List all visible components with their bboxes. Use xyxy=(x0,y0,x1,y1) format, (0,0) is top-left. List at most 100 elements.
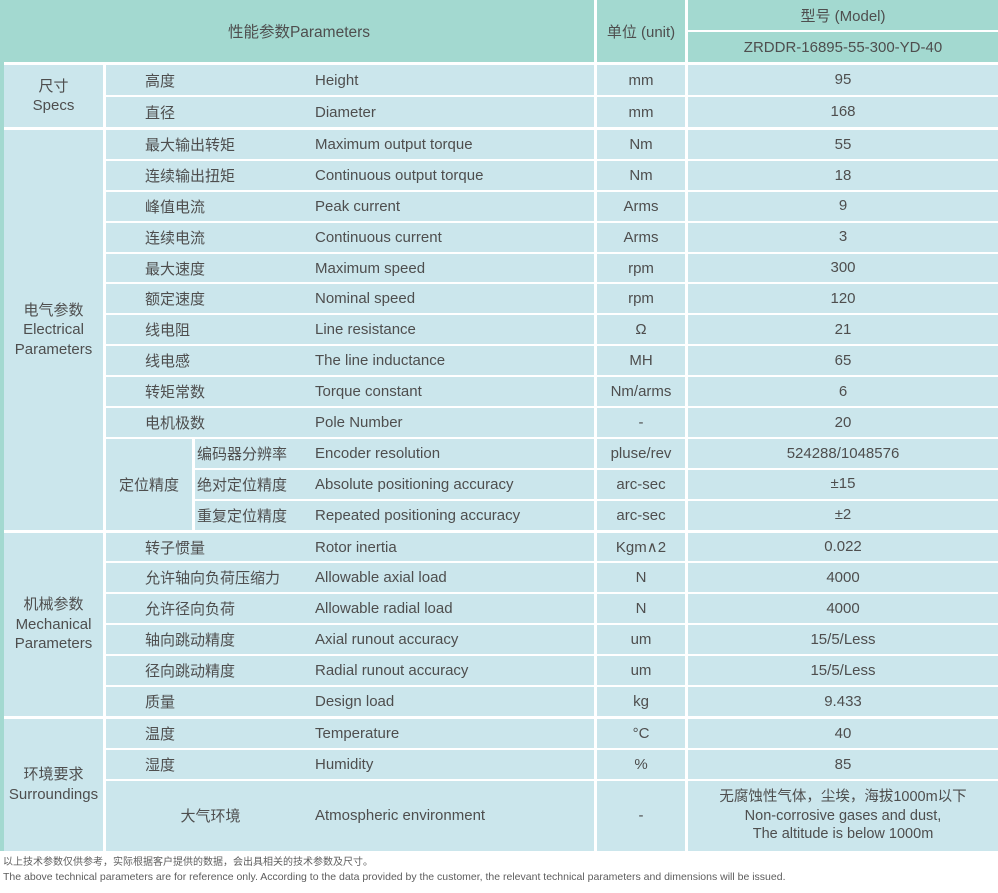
param-name-en: Temperature xyxy=(315,724,400,742)
value-cell: 15/5/Less xyxy=(688,625,998,655)
unit-header-cell: 单位 (unit) xyxy=(597,0,685,62)
table-row: 轴向跳动精度 Axial runout accuracy um 15/5/Less xyxy=(106,625,998,655)
param-name-en: Axial runout accuracy xyxy=(315,631,459,649)
value-cell: ±2 xyxy=(688,500,998,530)
param-name-cn: 重复定位精度 xyxy=(197,507,288,525)
value-cell: 65 xyxy=(688,346,998,376)
param-name-en: Continuous output torque xyxy=(315,166,484,184)
param-name-cn: 温度 xyxy=(145,725,176,743)
unit-cell: N xyxy=(597,594,685,624)
subgroup-label: 定位精度 xyxy=(106,438,192,530)
table-row: 转矩常数 Torque constant Nm/arms 6 xyxy=(106,377,998,407)
model-label-cell: 型号 (Model) xyxy=(688,0,998,30)
table-row: 温度 Temperature °C 40 xyxy=(106,718,998,748)
table-header: 性能参数Parameters 单位 (unit) 型号 (Model) ZRDD… xyxy=(4,0,998,62)
unit-cell: MH xyxy=(597,346,685,376)
model-value-cell: ZRDDR-16895-55-300-YD-40 xyxy=(688,32,998,62)
param-name-en: Peak current xyxy=(315,197,401,215)
table-row: 高度 Height mm 95 xyxy=(106,65,998,95)
param-name-cn: 允许轴向负荷压缩力 xyxy=(145,570,281,588)
value-cell: 524288/1048576 xyxy=(688,438,998,468)
unit-cell: Kgm∧2 xyxy=(597,532,685,562)
param-name-en: Rotor inertia xyxy=(315,538,397,556)
unit-cell: Nm/arms xyxy=(597,377,685,407)
unit-cell: rpm xyxy=(597,284,685,314)
footnote: 以上技术参数仅供参考，实际根据客户提供的数据，会出具相关的技术参数及尺寸。 Th… xyxy=(0,851,998,893)
table-row: 最大速度 Maximum speed rpm 300 xyxy=(106,253,998,283)
unit-cell: kg xyxy=(597,687,685,716)
table-row: 线电感 The line inductance MH 65 xyxy=(106,346,998,376)
unit-cell: mm xyxy=(597,97,685,127)
param-name-cn: 线电感 xyxy=(145,353,191,371)
param-name-cn: 湿度 xyxy=(145,756,176,774)
section-surroundings: 环境要求 Surroundings 温度 Temperature °C 40 湿度… xyxy=(4,718,998,851)
section-label-specs: 尺寸 Specs xyxy=(4,65,103,127)
unit-cell: um xyxy=(597,625,685,655)
param-name-cn: 额定速度 xyxy=(145,291,206,309)
param-name-cn: 连续电流 xyxy=(145,229,206,247)
param-name-en: Radial runout accuracy xyxy=(315,662,469,680)
param-name-cn: 质量 xyxy=(145,693,176,711)
table-row: 直径 Diameter mm 168 xyxy=(106,97,998,127)
table-row: 连续电流 Continuous current Arms 3 xyxy=(106,222,998,252)
unit-cell: pluse/rev xyxy=(597,438,685,468)
table-row: 质量 Design load kg 9.433 xyxy=(106,687,998,716)
section-specs: 尺寸 Specs 高度 Height mm 95 直径 Diameter mm 16… xyxy=(4,65,998,127)
param-name-en: Height xyxy=(315,71,359,89)
unit-cell: arc-sec xyxy=(597,500,685,530)
unit-cell: Nm xyxy=(597,130,685,159)
param-name-cn: 高度 xyxy=(145,72,176,90)
unit-cell: rpm xyxy=(597,253,685,283)
footnote-line-en: The above technical parameters are for r… xyxy=(3,870,786,883)
value-cell: 168 xyxy=(688,97,998,127)
param-name-cn: 允许径向负荷 xyxy=(145,601,236,619)
param-name-en: Humidity xyxy=(315,755,374,773)
param-name-en: Line resistance xyxy=(315,321,416,339)
value-cell: 3 xyxy=(688,222,998,252)
unit-cell: Nm xyxy=(597,160,685,190)
param-name-cn: 最大输出转矩 xyxy=(145,136,236,154)
table-row: 湿度 Humidity % 85 xyxy=(106,749,998,779)
value-cell: 4000 xyxy=(688,594,998,624)
value-cell: 120 xyxy=(688,284,998,314)
table-row: 大气环境 Atmospheric environment - 无腐蚀性气体，尘埃，… xyxy=(106,780,998,851)
section-label-mechanical: 机械参数 Mechanical Parameters xyxy=(4,532,103,716)
table-row: 峰值电流 Peak current Arms 9 xyxy=(106,191,998,221)
unit-cell: mm xyxy=(597,65,685,95)
unit-cell: um xyxy=(597,656,685,686)
unit-cell: Ω xyxy=(597,315,685,345)
param-name-cn: 直径 xyxy=(145,104,176,122)
param-name-cn: 峰值电流 xyxy=(145,198,206,216)
value-cell: 6 xyxy=(688,377,998,407)
param-name-cn: 线电阻 xyxy=(145,322,191,340)
section-mechanical: 机械参数 Mechanical Parameters 转子惯量 Rotor ine… xyxy=(4,532,998,716)
value-cell: 85 xyxy=(688,749,998,779)
table-row: 线电阻 Line resistance Ω 21 xyxy=(106,315,998,345)
table-row: 连续输出扭矩 Continuous output torque Nm 18 xyxy=(106,160,998,190)
value-cell: 15/5/Less xyxy=(688,656,998,686)
value-cell: ±15 xyxy=(688,469,998,499)
unit-cell: N xyxy=(597,563,685,593)
value-cell: 18 xyxy=(688,160,998,190)
unit-cell: - xyxy=(597,780,685,851)
param-name-cn: 转矩常数 xyxy=(145,384,206,402)
param-name-cn: 轴向跳动精度 xyxy=(145,632,236,650)
param-name-en: Continuous current xyxy=(315,228,442,246)
unit-cell: % xyxy=(597,749,685,779)
param-name-en: Diameter xyxy=(315,103,376,121)
table-row: 最大输出转矩 Maximum output torque Nm 55 xyxy=(106,130,998,159)
param-name-en: Maximum output torque xyxy=(315,135,473,153)
unit-cell: arc-sec xyxy=(597,469,685,499)
section-electrical: 电气参数 Electrical Parameters 最大输出转矩 Maximum… xyxy=(4,130,998,530)
table-row: 转子惯量 Rotor inertia Kgm∧2 0.022 xyxy=(106,532,998,562)
param-name-en: Maximum speed xyxy=(315,259,426,277)
param-name-cn: 大气环境 xyxy=(180,808,241,826)
param-name-cn: 编码器分辨率 xyxy=(197,445,288,463)
parameters-header-cell: 性能参数Parameters xyxy=(4,0,594,62)
value-cell: 21 xyxy=(688,315,998,345)
value-cell: 9.433 xyxy=(688,687,998,716)
param-name-cn: 连续输出扭矩 xyxy=(145,167,236,185)
unit-cell: Arms xyxy=(597,191,685,221)
unit-cell: °C xyxy=(597,718,685,748)
param-name-en: Design load xyxy=(315,692,395,710)
